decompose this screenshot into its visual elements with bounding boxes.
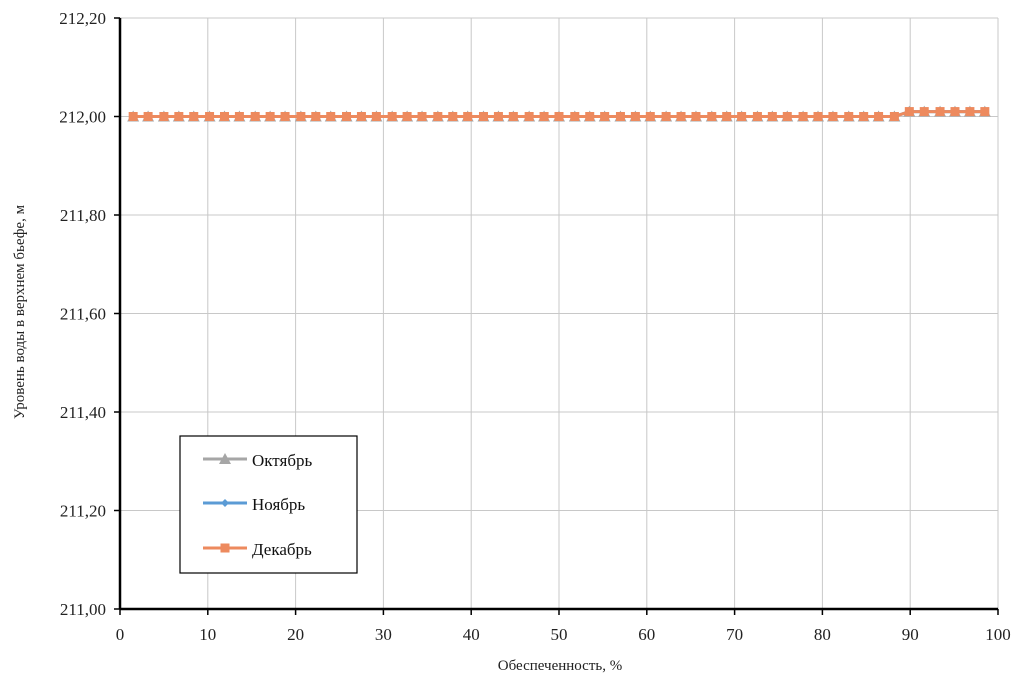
legend-label-november: Ноябрь [252, 495, 305, 514]
data-point-december [889, 112, 899, 121]
data-point-december [234, 112, 244, 121]
y-tick-label: 211,20 [60, 502, 106, 521]
y-tick-label: 212,20 [59, 9, 106, 28]
data-point-december [844, 112, 854, 121]
data-point-december [676, 112, 686, 121]
data-point-december [539, 112, 549, 121]
x-tick-label: 50 [551, 625, 568, 644]
data-point-december [174, 112, 184, 121]
data-point-december [859, 112, 869, 121]
legend: Октябрь Ноябрь Декабрь [179, 435, 358, 574]
data-point-december [448, 112, 458, 121]
legend-items [203, 453, 247, 553]
data-point-december [935, 107, 945, 117]
data-point-december [205, 112, 215, 121]
data-point-december [508, 112, 518, 121]
legend-label-december: Декабрь [252, 540, 312, 559]
data-point-december [143, 112, 153, 121]
data-point-december [417, 112, 427, 121]
data-point-december [737, 112, 747, 121]
x-tick-label: 80 [814, 625, 831, 644]
data-point-december [265, 112, 275, 121]
data-point-december [250, 112, 260, 121]
data-point-december [524, 112, 534, 121]
data-point-december [219, 112, 229, 121]
data-point-december [691, 112, 701, 121]
data-point-december [159, 112, 169, 121]
data-point-december [478, 112, 488, 121]
data-point-december [707, 112, 717, 121]
x-tick-label: 70 [726, 625, 743, 644]
x-tick-label: 0 [116, 625, 125, 644]
y-tick-label: 211,00 [60, 600, 106, 619]
x-tick-label: 60 [638, 625, 655, 644]
data-point-december [356, 112, 366, 121]
x-tick-label: 20 [287, 625, 304, 644]
x-tick-label: 30 [375, 625, 392, 644]
data-point-december [798, 112, 808, 121]
data-point-december [630, 112, 640, 121]
series-december [128, 107, 990, 121]
data-point-december [570, 112, 580, 121]
data-point-december [387, 112, 397, 121]
data-point-december [280, 112, 290, 121]
data-point-december [128, 112, 138, 121]
data-point-december [189, 112, 199, 121]
data-point-december [326, 112, 336, 121]
x-tick-label: 100 [985, 625, 1011, 644]
y-tick-label: 212,00 [59, 108, 106, 127]
data-point-december [645, 112, 655, 121]
data-point-december [296, 112, 306, 121]
data-point-december [585, 112, 595, 121]
legend-marker-november [221, 499, 229, 507]
y-tick-label: 211,40 [60, 403, 106, 422]
data-point-december [615, 112, 625, 121]
data-point-december [554, 112, 564, 121]
y-tick-label: 211,80 [60, 206, 106, 225]
data-point-december [463, 112, 473, 121]
data-point-december [767, 112, 777, 121]
data-point-december [782, 112, 792, 121]
data-point-december [919, 107, 929, 117]
data-point-december [813, 112, 823, 121]
data-point-december [722, 112, 732, 121]
data-point-december [342, 112, 352, 121]
data-point-december [600, 112, 610, 121]
x-tick-label: 10 [199, 625, 216, 644]
data-point-december [311, 112, 321, 121]
legend-marker-december [220, 543, 230, 553]
data-point-december [828, 112, 838, 121]
y-axis-title: Уровень воды в верхнем бьефе, м [12, 204, 28, 419]
data-point-december [493, 112, 503, 121]
tick-labels: 211,00 211,20 211,40 211,60 211,80 212,00 212,… [59, 9, 1011, 644]
data-point-december [874, 112, 884, 121]
data-point-december [661, 112, 671, 121]
series-layer [127, 105, 991, 122]
data-point-december [950, 107, 960, 117]
y-tick-label: 211,60 [60, 305, 106, 324]
data-point-december [980, 107, 990, 117]
data-point-december [904, 107, 914, 117]
data-point-december [752, 112, 762, 121]
data-point-december [965, 107, 975, 117]
x-tick-label: 90 [902, 625, 919, 644]
data-point-december [433, 112, 443, 121]
legend-marker-october [219, 453, 231, 464]
x-tick-label: 40 [463, 625, 480, 644]
data-point-december [402, 112, 412, 121]
legend-label-october: Октябрь [252, 451, 312, 470]
data-point-december [371, 112, 381, 121]
axes [114, 17, 999, 615]
x-axis-title: Обеспеченность, % [498, 658, 622, 674]
